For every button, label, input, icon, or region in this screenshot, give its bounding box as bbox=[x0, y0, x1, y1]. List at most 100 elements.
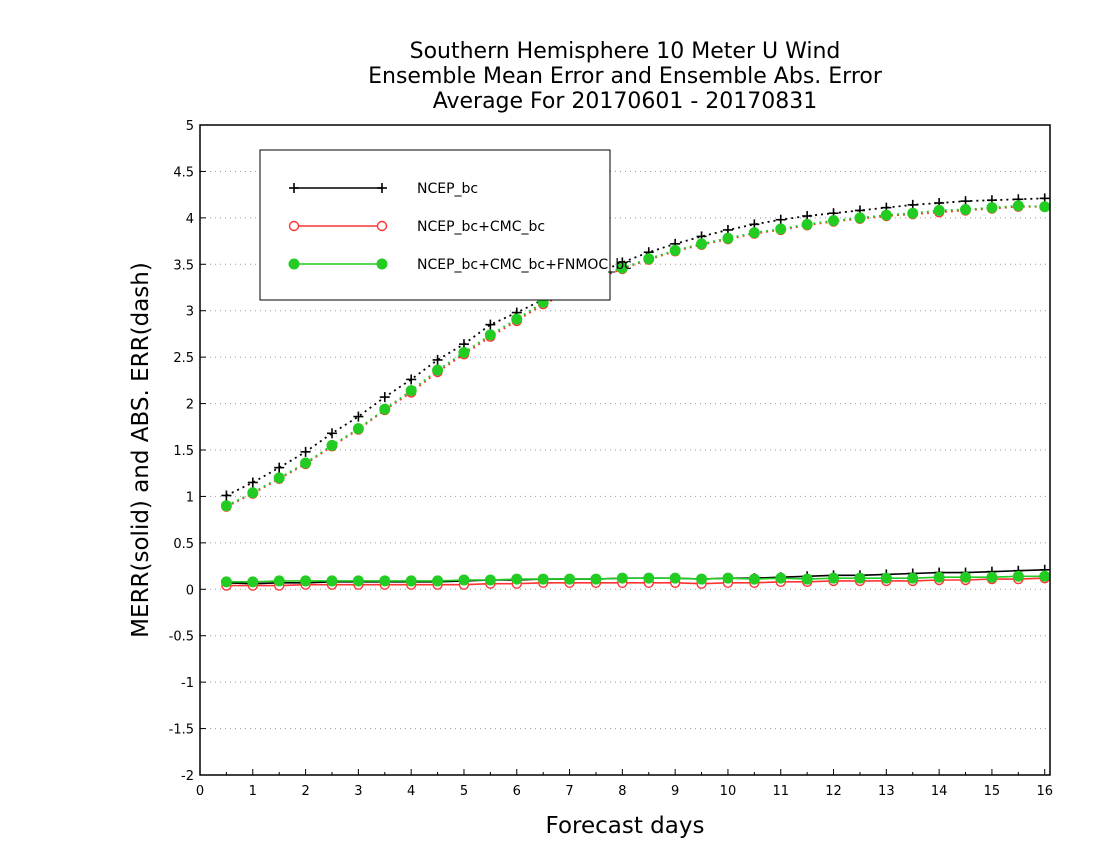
merr-point bbox=[379, 575, 391, 587]
x-tick-label: 15 bbox=[984, 784, 1001, 799]
merr-point bbox=[537, 573, 549, 585]
legend-label: NCEP_bc+CMC_bc bbox=[417, 219, 545, 235]
merr-point bbox=[458, 574, 470, 586]
merr-point bbox=[511, 573, 523, 585]
merr-point bbox=[590, 573, 602, 585]
y-tick-label: 2 bbox=[186, 398, 194, 413]
abs-err-point bbox=[352, 423, 364, 435]
abs-err-point bbox=[300, 457, 312, 469]
abs-err-point bbox=[907, 207, 919, 219]
abs-err-point bbox=[274, 462, 285, 473]
abs-err-point bbox=[273, 472, 285, 484]
legend-entry: NCEP_bc bbox=[289, 181, 478, 197]
y-tick-label: 2.5 bbox=[173, 351, 194, 366]
merr-point bbox=[220, 576, 232, 588]
abs-err-point bbox=[722, 232, 734, 244]
legend-entry: NCEP_bc+CMC_bc bbox=[288, 219, 545, 235]
abs-err-point bbox=[775, 223, 787, 235]
abs-err-point bbox=[669, 244, 681, 256]
abs-err-point bbox=[247, 487, 259, 499]
y-tick-label: -0.5 bbox=[169, 630, 194, 645]
abs-err-point bbox=[960, 204, 972, 215]
axis-ticks: 54.543.532.521.510.50-0.5-1-1.5-20 1 2 3 4 5 6… bbox=[169, 119, 1053, 799]
abs-err-point bbox=[247, 477, 258, 488]
x-axis-label: Forecast days bbox=[546, 813, 705, 839]
merr-point bbox=[484, 574, 496, 586]
y-tick-label: 4.5 bbox=[173, 165, 194, 180]
abs-err-point bbox=[458, 347, 470, 358]
abs-err-point bbox=[775, 214, 786, 225]
x-tick-label: 7 bbox=[565, 784, 573, 799]
abs-err-point bbox=[986, 202, 998, 214]
x-tick-label: 13 bbox=[878, 784, 895, 799]
legend-label: NCEP_bc bbox=[417, 181, 478, 197]
merr-point bbox=[669, 572, 681, 584]
abs-err-point bbox=[353, 411, 364, 422]
x-tick-label: 3 bbox=[354, 784, 362, 799]
abs-err-point bbox=[511, 313, 523, 325]
y-tick-label: 5 bbox=[186, 119, 194, 134]
abs-err-point bbox=[405, 385, 417, 397]
legend-marker bbox=[288, 220, 300, 232]
abs-err-point bbox=[616, 262, 628, 274]
y-tick-label: 3.5 bbox=[173, 258, 194, 273]
merr-point bbox=[854, 572, 866, 584]
merr-point bbox=[432, 575, 444, 587]
abs-err-point bbox=[1039, 201, 1051, 213]
abs-err-point bbox=[379, 403, 391, 415]
y-tick-label: 0 bbox=[186, 583, 194, 598]
legend-marker bbox=[377, 183, 387, 193]
merr-point bbox=[1012, 570, 1024, 582]
x-tick-label: 9 bbox=[671, 784, 679, 799]
merr-point bbox=[643, 572, 655, 584]
abs-err-point bbox=[748, 227, 760, 239]
abs-err-point bbox=[379, 392, 390, 403]
abs-err-point bbox=[643, 253, 655, 265]
abs-err-point bbox=[854, 212, 866, 224]
merr-point bbox=[986, 571, 998, 583]
x-tick-label: 5 bbox=[460, 784, 468, 799]
legend-label: NCEP_bc+CMC_bc+FNMOC_bc bbox=[417, 257, 632, 273]
abs-err-point bbox=[326, 439, 338, 451]
abs-err-point bbox=[485, 319, 496, 330]
abs-err-point bbox=[801, 218, 813, 230]
merr-point bbox=[696, 573, 708, 585]
legend-marker bbox=[376, 258, 388, 270]
x-tick-label: 12 bbox=[825, 784, 842, 799]
x-tick-label: 14 bbox=[931, 784, 948, 799]
abs-err-point bbox=[432, 364, 444, 376]
merr-point bbox=[907, 572, 919, 584]
merr-point bbox=[775, 572, 787, 584]
y-tick-label: 1.5 bbox=[173, 444, 194, 459]
x-tick-label: 8 bbox=[618, 784, 626, 799]
legend-marker bbox=[289, 183, 299, 193]
legend-entry: NCEP_bc+CMC_bc+FNMOC_bc bbox=[288, 257, 632, 273]
merr-point bbox=[273, 575, 285, 587]
merr-point bbox=[880, 572, 892, 584]
abs-err-point bbox=[220, 500, 232, 512]
merr-point bbox=[352, 575, 364, 587]
abs-err-point bbox=[432, 354, 443, 365]
x-tick-label: 0 bbox=[196, 784, 204, 799]
merr-point bbox=[801, 573, 813, 585]
x-tick-label: 10 bbox=[720, 784, 737, 799]
legend-box bbox=[259, 149, 611, 301]
chart-title-line: Southern Hemisphere 10 Meter U Wind bbox=[410, 39, 841, 64]
abs-err-line bbox=[225, 197, 1045, 497]
y-tick-label: 1 bbox=[186, 490, 194, 505]
y-tick-label: 3 bbox=[186, 305, 194, 320]
abs-err-point bbox=[933, 204, 945, 216]
x-tick-label: 1 bbox=[249, 784, 257, 799]
legend: NCEP_bc NCEP_bc+CMC_bc NCEP_bc+CMC_bc+FNMO… bbox=[259, 149, 632, 301]
legend-marker bbox=[288, 258, 300, 270]
abs-err-point bbox=[696, 238, 708, 250]
abs-err-point bbox=[300, 446, 311, 457]
abs-err-point bbox=[484, 329, 496, 341]
merr-point bbox=[748, 573, 760, 585]
x-tick-label: 16 bbox=[1036, 784, 1053, 799]
abs-err-point bbox=[221, 490, 232, 501]
x-tick-label: 4 bbox=[407, 784, 415, 799]
abs-err-point bbox=[828, 215, 840, 227]
y-tick-label: 0.5 bbox=[173, 537, 194, 552]
